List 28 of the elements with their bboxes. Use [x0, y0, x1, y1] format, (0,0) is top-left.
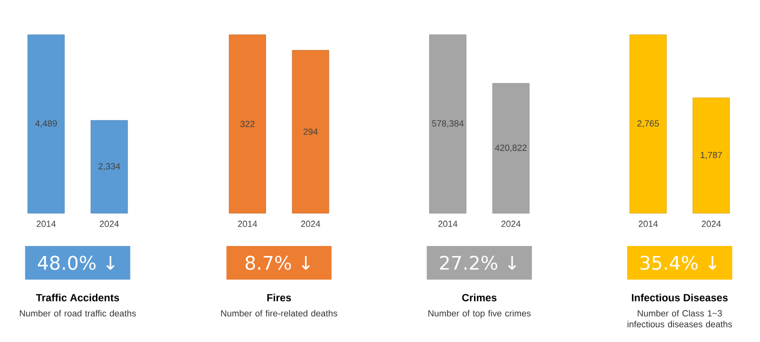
text: Number of top five crimes: [428, 310, 531, 318]
x-tick-label: 2024: [301, 220, 320, 227]
x-tick-label: 2024: [501, 220, 521, 227]
text: 27.2% ↓: [440, 256, 516, 270]
text: Number of Class 1~3 infectious diseases deaths: [628, 310, 732, 328]
data-label: 578,384: [432, 120, 464, 128]
data-label: 2,334: [98, 163, 120, 170]
text: Infectious Diseases: [632, 294, 728, 302]
text: Traffic Accidents: [36, 294, 120, 302]
text: Number of fire-related deaths: [221, 310, 338, 316]
text: 8.7% ↓: [246, 256, 310, 270]
data-label: 294: [304, 128, 318, 135]
data-label: 4,489: [35, 120, 57, 128]
x-tick-label: 2014: [438, 220, 458, 227]
data-label: 420,822: [495, 144, 527, 152]
data-label: 2,765: [637, 120, 659, 128]
text: Fires: [267, 294, 291, 302]
x-tick-label: 2014: [238, 220, 258, 227]
data-label: 1,787: [700, 152, 722, 160]
x-tick-label: 2014: [36, 220, 56, 227]
x-tick-label: 2024: [702, 220, 721, 227]
text: 48.0% ↓: [38, 256, 114, 270]
x-tick-label: 2024: [100, 220, 119, 227]
text: Crimes: [462, 294, 496, 302]
text: Number of road traffic deaths: [20, 310, 136, 316]
x-tick-label: 2014: [638, 220, 658, 227]
data-label: 322: [240, 120, 254, 128]
text: 35.4% ↓: [640, 256, 716, 270]
